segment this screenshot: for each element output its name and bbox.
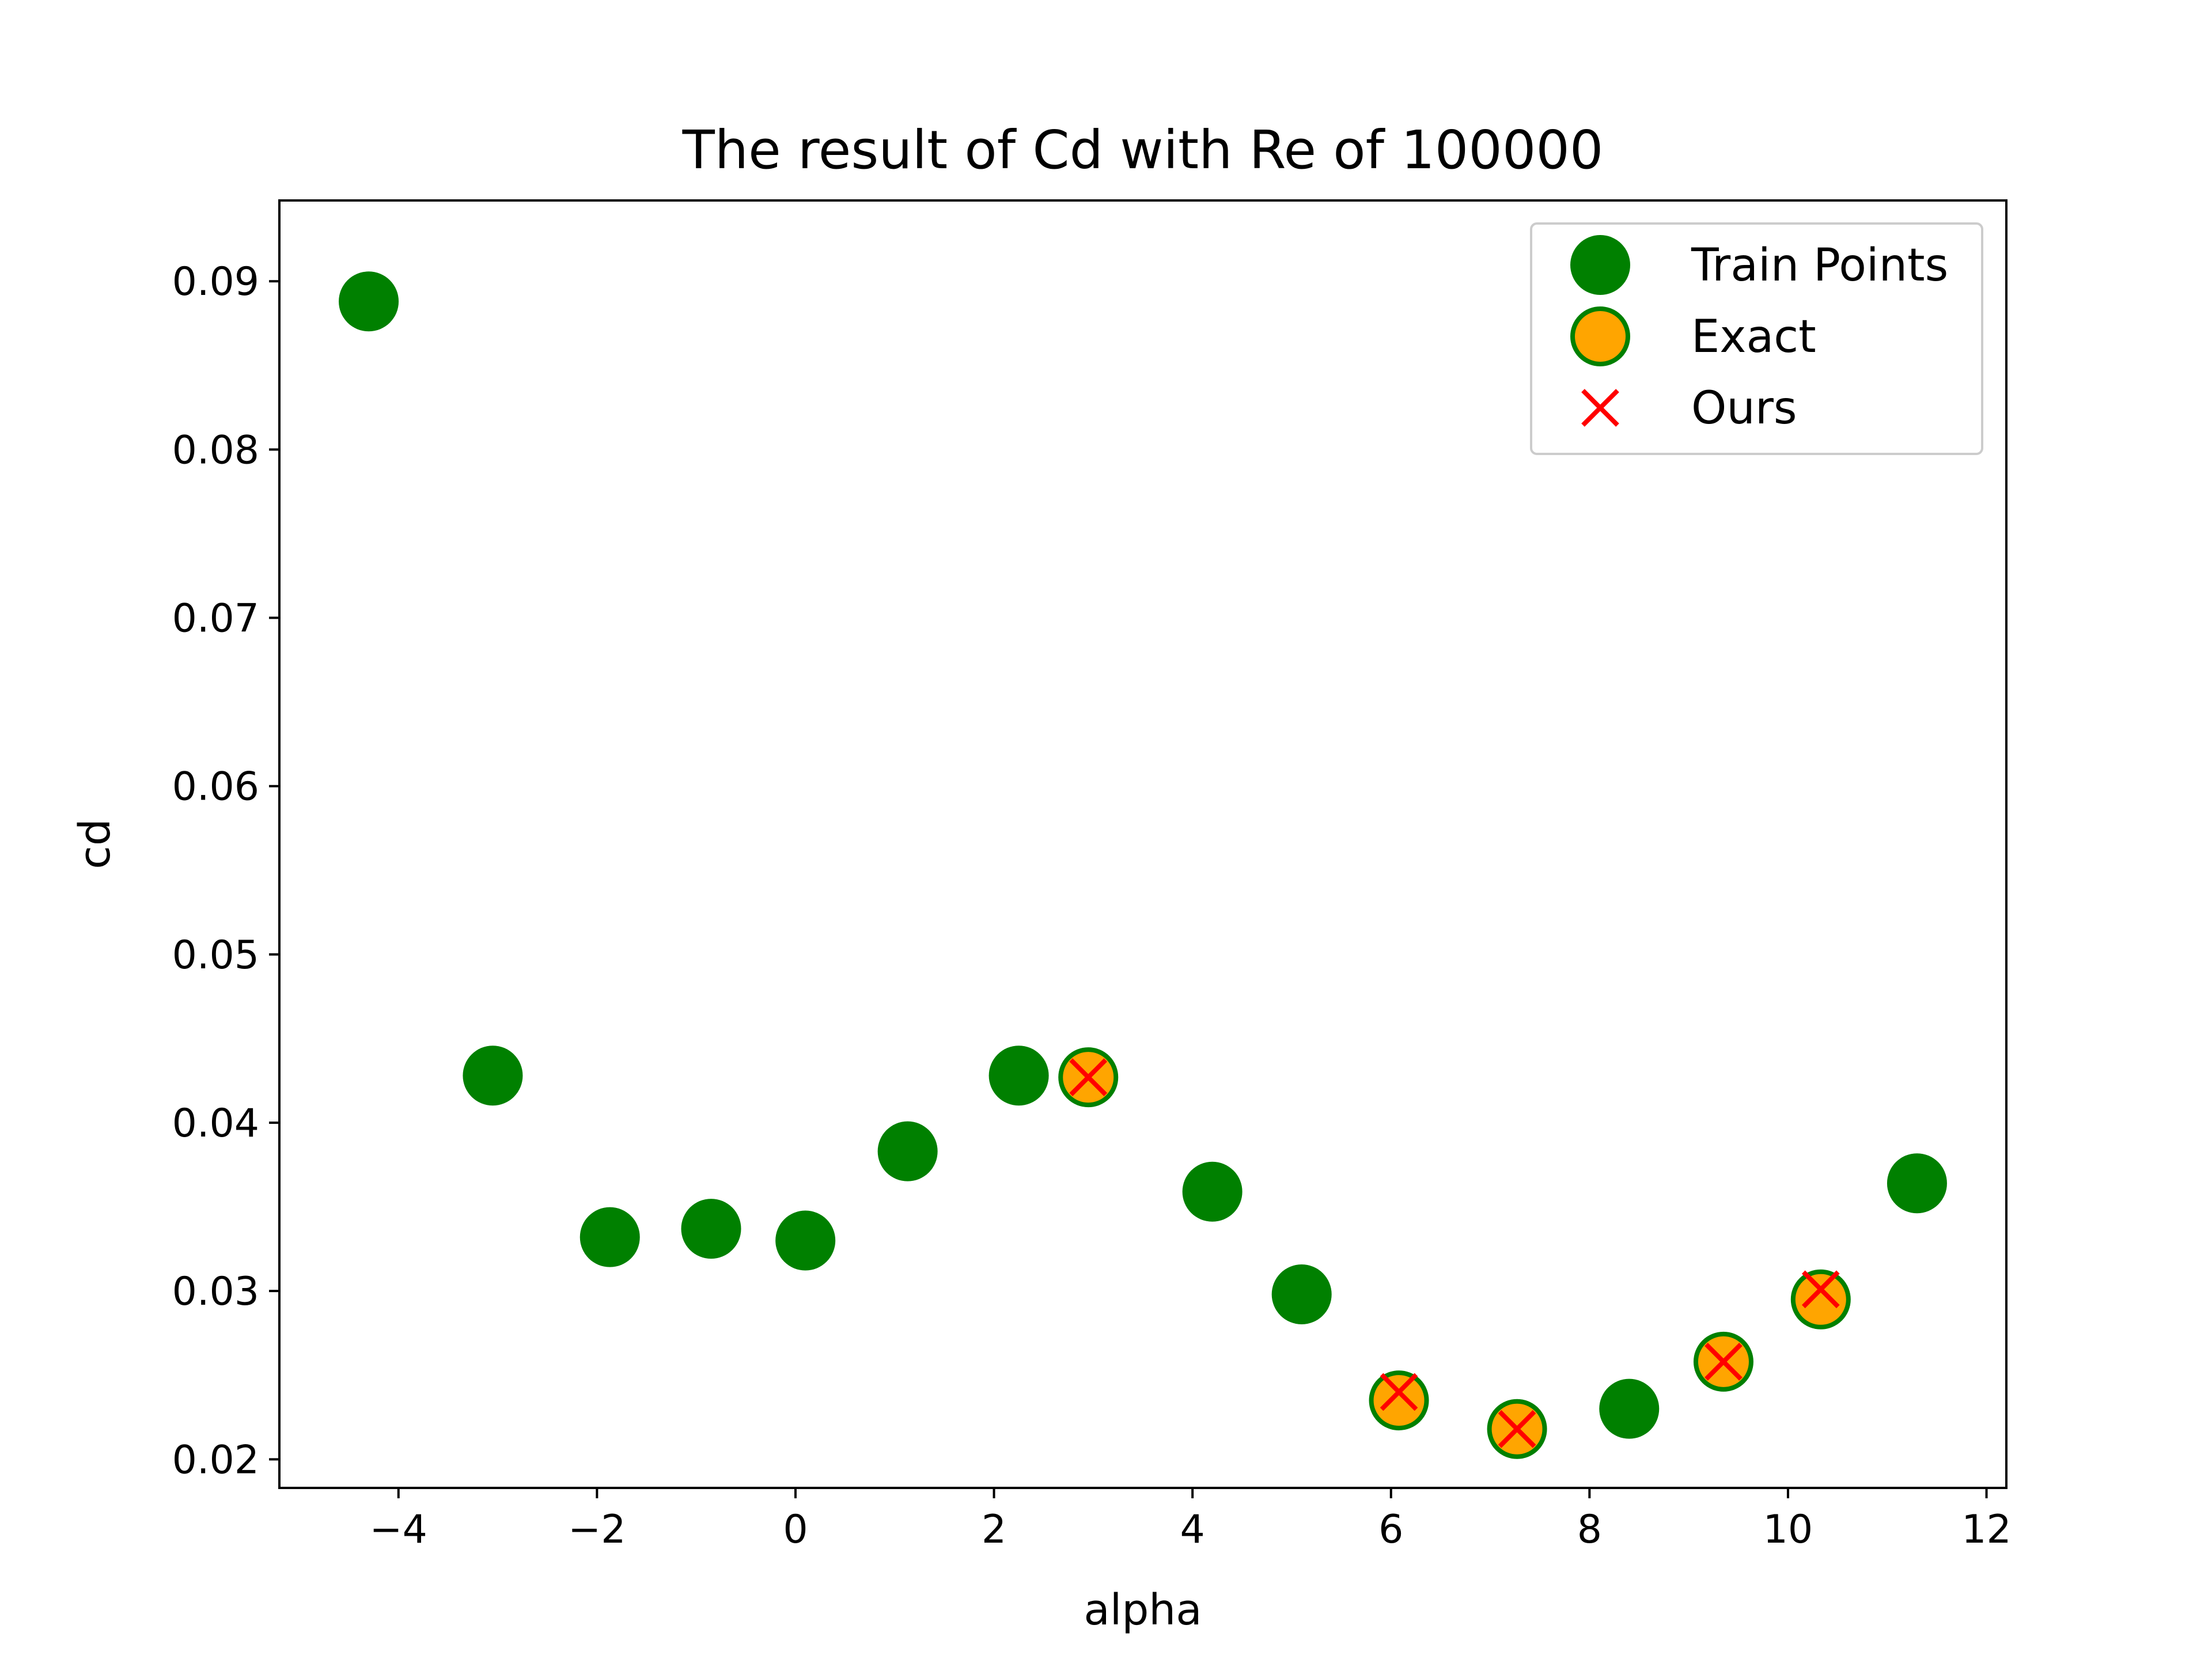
y-tick-label: 0.02 <box>172 1437 259 1483</box>
x-tick-label: 6 <box>1378 1507 1403 1552</box>
train-point <box>877 1121 938 1181</box>
exact-point <box>1790 1269 1851 1330</box>
x-tick-label: −4 <box>370 1507 427 1552</box>
train-point <box>1271 1264 1332 1325</box>
ours-point <box>1705 1343 1743 1381</box>
train-point <box>775 1210 836 1271</box>
legend-marker <box>1570 235 1630 295</box>
train-point <box>988 1046 1049 1106</box>
legend-marker <box>1581 389 1619 427</box>
legend-label: Ours <box>1691 382 1797 434</box>
ours-point <box>1380 1373 1418 1411</box>
y-tick-label: 0.08 <box>172 427 259 473</box>
data-markers <box>339 271 1947 1459</box>
train-point <box>463 1046 523 1106</box>
legend-label: Exact <box>1691 311 1816 363</box>
y-tick-label: 0.04 <box>172 1101 259 1146</box>
x-axis-label: alpha <box>1084 1585 1202 1635</box>
train-point <box>681 1199 741 1259</box>
y-tick-label: 0.06 <box>172 764 259 810</box>
exact-point <box>1369 1370 1429 1431</box>
legend-label: Train Points <box>1691 240 1948 291</box>
x-tick-label: 2 <box>982 1507 1006 1552</box>
x-marker-stroke <box>1705 1343 1743 1381</box>
x-marker-stroke <box>1380 1373 1418 1411</box>
x-marker-stroke <box>1498 1410 1536 1448</box>
x-axis-ticks: −4 −2 0 2 4 6 8 10 12 <box>370 1488 2012 1552</box>
x-tick-label: 4 <box>1180 1507 1205 1552</box>
legend: Train Points Exact Ours <box>1530 222 1983 455</box>
x-tick-label: −2 <box>568 1507 626 1552</box>
x-marker-stroke <box>1801 1270 1840 1309</box>
x-marker-stroke <box>1069 1058 1108 1096</box>
y-tick-label: 0.03 <box>172 1269 259 1315</box>
chart-title: The result of Cd with Re of 100000 <box>682 119 1604 181</box>
ours-point <box>1801 1270 1840 1309</box>
ours-point <box>1498 1410 1536 1448</box>
y-tick-label: 0.07 <box>172 596 259 642</box>
x-marker-stroke <box>1581 389 1619 427</box>
y-tick-label: 0.09 <box>172 259 259 305</box>
x-tick-label: 12 <box>1961 1507 2012 1552</box>
y-axis-label: cd <box>70 819 120 869</box>
x-tick-label: 8 <box>1577 1507 1602 1552</box>
train-point <box>1887 1153 1947 1214</box>
x-tick-label: 10 <box>1763 1507 1813 1552</box>
train-point <box>339 271 399 332</box>
train-point <box>579 1207 640 1267</box>
y-tick-label: 0.05 <box>172 933 259 978</box>
legend-marker <box>1570 306 1630 366</box>
legend-box <box>1530 222 1983 455</box>
x-tick-label: 0 <box>783 1507 808 1552</box>
y-axis-ticks: 0.02 0.03 0.04 0.05 0.06 0.07 0.08 0.09 <box>172 259 279 1483</box>
train-point <box>1182 1161 1243 1222</box>
train-point <box>1599 1378 1660 1439</box>
axes-frame <box>278 199 2008 1489</box>
ours-point <box>1069 1058 1108 1096</box>
